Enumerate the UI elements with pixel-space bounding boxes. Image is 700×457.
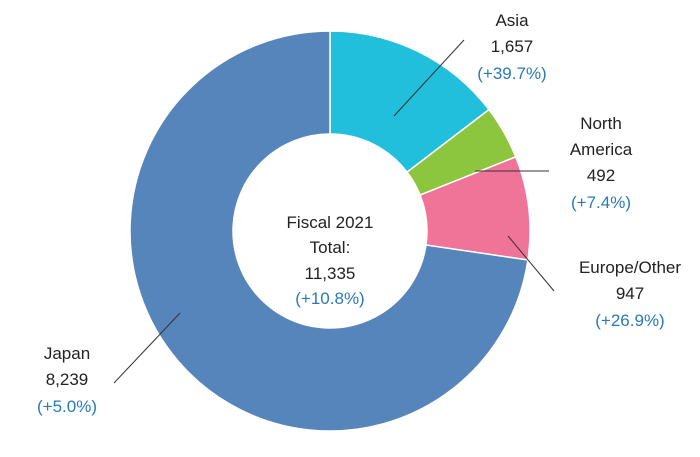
center-subtitle: Total: (310, 238, 351, 257)
center-total: 11,335 (305, 264, 356, 283)
label-japan-change: (+5.0%) (37, 397, 97, 416)
leader-line-japan (113, 312, 181, 384)
label-north-america-name-1: North (580, 114, 622, 133)
label-north-america-name-2: America (570, 140, 633, 159)
leader-lines (113, 39, 555, 384)
label-japan: Japan 8,239 (+5.0%) (37, 344, 97, 416)
slice-japan (129, 30, 529, 432)
label-asia-value: 1,657 (491, 37, 534, 56)
label-asia-name: Asia (495, 11, 529, 30)
label-japan-value: 8,239 (46, 370, 89, 389)
center-title: Fiscal 2021 (287, 213, 374, 232)
label-north-america-change: (+7.4%) (571, 193, 631, 212)
slice-asia (329, 30, 490, 174)
leader-line-asia (393, 39, 465, 117)
leader-line-europe-other (507, 235, 555, 292)
center-label: Fiscal 2021 Total: 11,335 (+10.8%) (287, 213, 374, 308)
label-asia: Asia 1,657 (+39.7%) (477, 11, 546, 83)
label-europe-other-change: (+26.9%) (595, 311, 664, 330)
label-japan-name: Japan (44, 344, 90, 363)
center-change: (+10.8%) (295, 289, 364, 308)
label-asia-change: (+39.7%) (477, 64, 546, 83)
label-europe-other-value: 947 (616, 284, 644, 303)
label-north-america-value: 492 (587, 166, 615, 185)
label-europe-other: Europe/Other 947 (+26.9%) (579, 258, 681, 330)
label-europe-other-name: Europe/Other (579, 258, 681, 277)
label-north-america: North America 492 (+7.4%) (570, 114, 633, 212)
slices-group (129, 30, 531, 432)
